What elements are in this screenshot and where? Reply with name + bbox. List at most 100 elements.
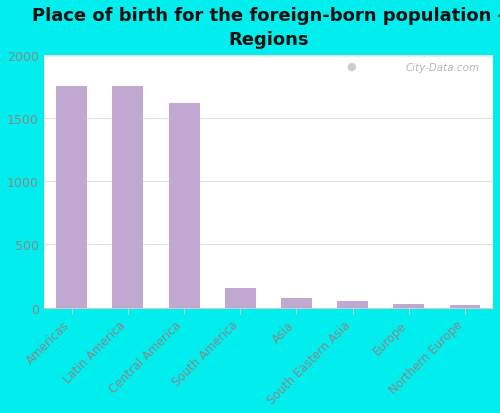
Bar [44, 57, 493, 58]
Bar [44, 57, 493, 58]
Bar [44, 56, 493, 58]
Bar [44, 57, 493, 58]
Bar [44, 57, 493, 58]
Bar [44, 57, 493, 58]
Bar [44, 56, 493, 57]
Bar [44, 56, 493, 57]
Bar [44, 56, 493, 57]
Bar [44, 56, 493, 57]
Bar [44, 56, 493, 57]
Bar [44, 56, 493, 57]
Bar [44, 56, 493, 57]
Bar [44, 56, 493, 57]
Bar [44, 56, 493, 57]
Bar [44, 56, 493, 57]
Bar [44, 56, 493, 57]
Bar [44, 56, 493, 57]
Bar [44, 57, 493, 58]
Bar [44, 57, 493, 58]
Bar [44, 56, 493, 57]
Bar [44, 56, 493, 57]
Bar [44, 56, 493, 57]
Bar [44, 57, 493, 58]
Bar [44, 56, 493, 57]
Bar [44, 56, 493, 57]
Bar [44, 57, 493, 58]
Bar [44, 57, 493, 58]
Bar [44, 56, 493, 57]
Bar [44, 57, 493, 58]
Bar [44, 56, 493, 58]
Bar [44, 57, 493, 58]
Bar [44, 57, 493, 58]
Bar [44, 57, 493, 58]
Bar [44, 57, 493, 58]
Bar [44, 56, 493, 57]
Bar [44, 56, 493, 57]
Bar [44, 57, 493, 58]
Bar [44, 56, 493, 57]
Bar [44, 57, 493, 58]
Bar [44, 56, 493, 57]
Bar [44, 56, 493, 57]
Bar [44, 56, 493, 57]
Bar [44, 56, 493, 57]
Bar [225, 289, 256, 308]
Bar [44, 56, 493, 57]
Bar [44, 55, 493, 57]
Bar [44, 56, 493, 57]
Title: Place of birth for the foreign-born population -
Regions: Place of birth for the foreign-born popu… [32, 7, 500, 48]
Bar [44, 56, 493, 58]
Bar [44, 57, 493, 58]
Bar [112, 87, 144, 308]
Bar [44, 56, 493, 57]
Bar [44, 56, 493, 57]
Bar [44, 57, 493, 58]
Bar [44, 56, 493, 57]
Bar [44, 57, 493, 58]
Bar [44, 57, 493, 58]
Bar [44, 56, 493, 57]
Bar [44, 56, 493, 57]
Bar [44, 56, 493, 57]
Bar [44, 56, 493, 57]
Text: ●: ● [346, 62, 356, 72]
Bar [44, 56, 493, 57]
Bar [44, 56, 493, 57]
Bar [44, 56, 493, 57]
Bar [44, 56, 493, 57]
Bar [44, 57, 493, 58]
Bar [44, 56, 493, 57]
Bar [44, 56, 493, 57]
Bar [44, 57, 493, 58]
Bar [44, 56, 493, 57]
Bar [44, 56, 493, 57]
Bar [44, 56, 493, 57]
Bar [44, 57, 493, 58]
Bar [44, 56, 493, 57]
Bar [44, 56, 493, 57]
Bar [44, 56, 493, 57]
Bar [44, 56, 493, 57]
Bar [44, 56, 493, 57]
Bar [44, 57, 493, 58]
Bar [44, 57, 493, 58]
Bar [44, 56, 493, 57]
Bar [44, 56, 493, 57]
Bar [44, 57, 493, 58]
Bar [44, 56, 493, 57]
Bar [44, 56, 493, 57]
Bar [44, 56, 493, 57]
Bar [44, 57, 493, 58]
Bar [44, 57, 493, 58]
Bar [44, 56, 493, 57]
Bar [44, 57, 493, 58]
Bar [44, 57, 493, 58]
Bar [44, 56, 493, 57]
Bar [44, 57, 493, 58]
Bar [44, 57, 493, 58]
Bar [44, 57, 493, 58]
Bar [44, 57, 493, 58]
Bar [44, 56, 493, 57]
Bar [450, 306, 480, 308]
